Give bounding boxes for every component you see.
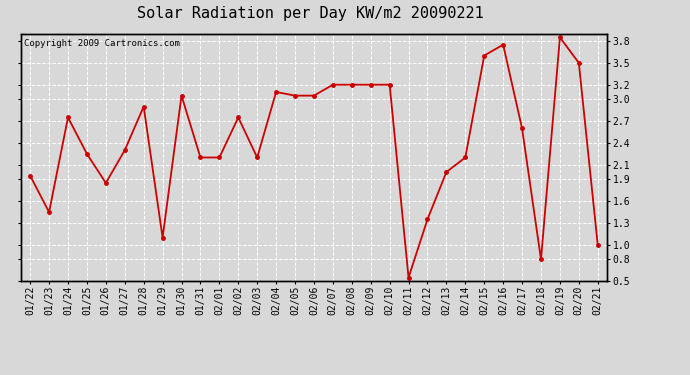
- Text: Solar Radiation per Day KW/m2 20090221: Solar Radiation per Day KW/m2 20090221: [137, 6, 484, 21]
- Text: Copyright 2009 Cartronics.com: Copyright 2009 Cartronics.com: [23, 39, 179, 48]
